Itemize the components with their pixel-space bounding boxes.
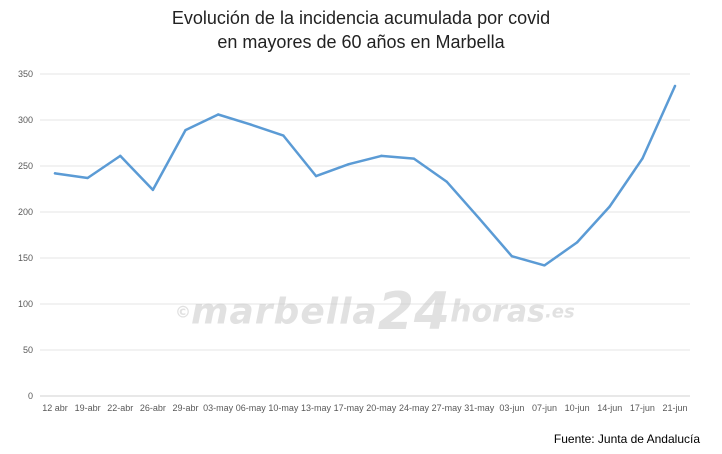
y-tick-label: 0	[28, 391, 33, 401]
data-point	[119, 154, 122, 158]
chart-title-line-1: Evolución de la incidencia acumulada por…	[171, 8, 551, 28]
x-tick-label: 07-jun	[532, 403, 557, 413]
series-group	[53, 84, 677, 267]
x-tick-label: 13-may	[301, 403, 332, 413]
data-point	[53, 172, 57, 175]
data-point	[543, 264, 546, 267]
data-point	[641, 157, 644, 160]
y-tick-label: 100	[18, 299, 33, 309]
data-point	[184, 128, 187, 132]
data-point	[282, 134, 285, 137]
x-tick-label: 03-jun	[499, 403, 524, 413]
data-point	[445, 180, 448, 183]
data-point	[478, 217, 481, 220]
x-tick-label: 03-may	[203, 403, 234, 413]
x-tick-label: 21-jun	[662, 403, 687, 413]
data-point	[314, 174, 318, 178]
chart-title: Evolución de la incidencia acumulada por…	[0, 6, 722, 54]
x-tick-label: 31-may	[464, 403, 495, 413]
x-tick-label: 10-jun	[565, 403, 590, 413]
x-tick-label: 06-may	[236, 403, 267, 413]
x-tick-label: 22-abr	[107, 403, 133, 413]
x-tick-label: 20-may	[366, 403, 397, 413]
chart-title-line-2: en mayores de 60 años en Marbella	[217, 32, 505, 52]
y-tick-label: 150	[18, 253, 33, 263]
y-tick-label: 350	[18, 69, 33, 79]
y-axis-ticks: 0 50 100 150 200 250 300 350	[18, 69, 33, 401]
data-point	[412, 157, 416, 160]
data-point	[673, 84, 677, 88]
x-tick-label: 17-may	[334, 403, 365, 413]
x-tick-label: 17-jun	[630, 403, 655, 413]
x-tick-label: 10-may	[268, 403, 299, 413]
y-tick-label: 200	[18, 207, 33, 217]
x-tick-label: 12 abr	[42, 403, 68, 413]
x-tick-label: 24-may	[399, 403, 430, 413]
series-line	[53, 84, 677, 267]
x-tick-label: 27-may	[432, 403, 463, 413]
x-tick-label: 14-jun	[597, 403, 622, 413]
gridlines	[40, 73, 690, 351]
y-tick-label: 250	[18, 161, 33, 171]
data-point	[86, 176, 89, 180]
x-axis-ticks: 12 abr 19-abr 22-abr 26-abr 29-abr 03-may 06-m…	[42, 403, 687, 413]
x-tick-label: 26-abr	[140, 403, 166, 413]
data-point	[216, 113, 220, 116]
data-point	[249, 123, 252, 126]
data-point	[510, 254, 514, 258]
data-point	[380, 154, 383, 158]
data-point	[608, 205, 611, 208]
data-point	[575, 241, 579, 244]
y-tick-label: 300	[18, 115, 33, 125]
source-note: Fuente: Junta de Andalucía	[553, 432, 700, 446]
x-tick-label: 19-abr	[75, 403, 101, 413]
x-tick-label: 29-abr	[173, 403, 199, 413]
data-point	[347, 162, 350, 166]
data-point	[151, 188, 155, 192]
y-tick-label: 50	[23, 345, 33, 355]
